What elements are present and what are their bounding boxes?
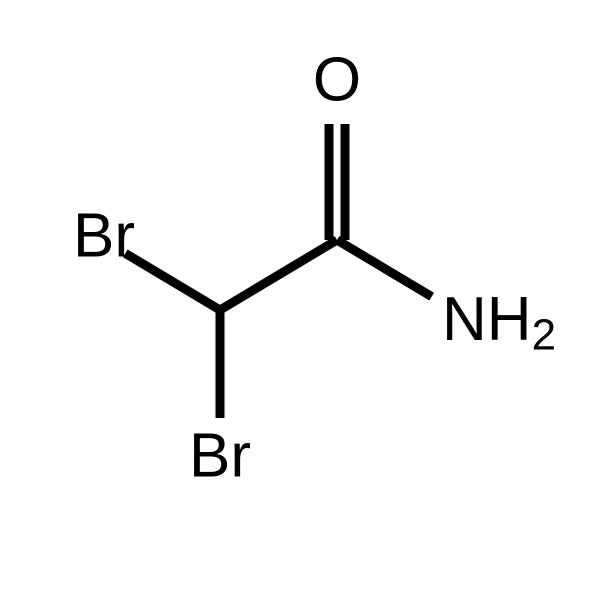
atom-O: O bbox=[313, 45, 361, 114]
atom-Br1: Br bbox=[73, 201, 135, 270]
molecule-diagram: O NH2 Br Br bbox=[0, 0, 600, 600]
atom-N: NH2 bbox=[442, 285, 556, 359]
atom-Br2: Br bbox=[189, 421, 251, 490]
